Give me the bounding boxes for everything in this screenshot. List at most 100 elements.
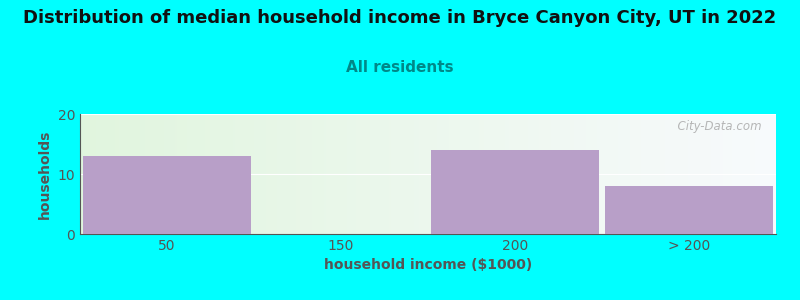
Bar xyxy=(430,102,433,234)
Bar xyxy=(90,102,91,234)
Bar xyxy=(530,102,532,234)
Bar xyxy=(87,102,90,234)
Bar xyxy=(405,102,407,234)
Bar xyxy=(201,102,203,234)
Bar xyxy=(490,102,493,234)
Bar xyxy=(637,102,639,234)
Bar xyxy=(282,102,284,234)
Bar xyxy=(268,102,270,234)
Bar xyxy=(354,102,356,234)
Bar xyxy=(208,102,210,234)
Bar xyxy=(474,102,477,234)
Bar xyxy=(391,102,394,234)
Bar xyxy=(477,102,479,234)
Bar xyxy=(191,102,194,234)
Bar xyxy=(279,102,282,234)
Bar xyxy=(730,102,732,234)
Bar xyxy=(98,102,101,234)
Bar xyxy=(583,102,586,234)
Bar xyxy=(741,102,743,234)
Bar xyxy=(683,102,686,234)
Bar xyxy=(398,102,400,234)
Bar xyxy=(670,102,671,234)
Bar xyxy=(374,102,377,234)
Bar xyxy=(521,102,523,234)
Bar xyxy=(291,102,294,234)
Bar xyxy=(131,102,134,234)
Bar xyxy=(254,102,256,234)
Bar xyxy=(161,102,163,234)
Bar xyxy=(124,102,126,234)
Bar xyxy=(305,102,307,234)
Bar xyxy=(766,102,769,234)
Bar xyxy=(356,102,358,234)
Bar xyxy=(639,102,642,234)
Bar xyxy=(80,102,82,234)
Bar xyxy=(226,102,229,234)
Bar xyxy=(765,102,766,234)
Bar xyxy=(632,102,634,234)
Bar xyxy=(732,102,734,234)
Bar xyxy=(626,102,627,234)
Bar xyxy=(108,102,110,234)
Bar xyxy=(345,102,347,234)
Bar xyxy=(203,102,206,234)
Bar xyxy=(140,102,142,234)
Bar xyxy=(500,102,502,234)
Bar xyxy=(526,102,528,234)
Bar xyxy=(101,102,103,234)
Bar xyxy=(284,102,286,234)
Bar xyxy=(347,102,349,234)
Bar xyxy=(129,102,131,234)
Bar xyxy=(289,102,291,234)
Bar xyxy=(323,102,326,234)
Text: Distribution of median household income in Bryce Canyon City, UT in 2022: Distribution of median household income … xyxy=(23,9,777,27)
Bar xyxy=(681,102,683,234)
Bar xyxy=(578,102,581,234)
Bar xyxy=(85,102,87,234)
Bar xyxy=(319,102,322,234)
Bar xyxy=(549,102,551,234)
Bar xyxy=(328,102,330,234)
Bar xyxy=(263,102,266,234)
Bar xyxy=(286,102,289,234)
Bar xyxy=(662,102,665,234)
Bar xyxy=(412,102,414,234)
Bar xyxy=(157,102,159,234)
Bar xyxy=(484,102,486,234)
Bar xyxy=(694,102,697,234)
Bar xyxy=(746,102,748,234)
Bar xyxy=(699,102,702,234)
Bar xyxy=(214,102,217,234)
Bar xyxy=(507,102,509,234)
Bar xyxy=(166,102,168,234)
Bar xyxy=(180,102,182,234)
Bar xyxy=(438,102,440,234)
Bar xyxy=(150,102,152,234)
Bar xyxy=(301,102,302,234)
Bar xyxy=(134,102,136,234)
Bar xyxy=(231,102,233,234)
Bar xyxy=(147,102,150,234)
Bar xyxy=(572,102,574,234)
Bar xyxy=(416,102,418,234)
Bar xyxy=(145,102,147,234)
Bar xyxy=(333,102,335,234)
Bar xyxy=(233,102,235,234)
Bar xyxy=(590,102,593,234)
Bar xyxy=(119,102,122,234)
Bar xyxy=(722,102,725,234)
Bar xyxy=(516,102,518,234)
Bar xyxy=(275,102,277,234)
Bar xyxy=(470,102,472,234)
Bar xyxy=(511,102,514,234)
Bar xyxy=(498,102,500,234)
Bar xyxy=(428,102,430,234)
Bar xyxy=(533,102,534,234)
Bar xyxy=(433,102,435,234)
Bar xyxy=(706,102,709,234)
Bar xyxy=(593,102,595,234)
Bar xyxy=(402,102,405,234)
Bar xyxy=(609,102,611,234)
Bar xyxy=(189,102,191,234)
